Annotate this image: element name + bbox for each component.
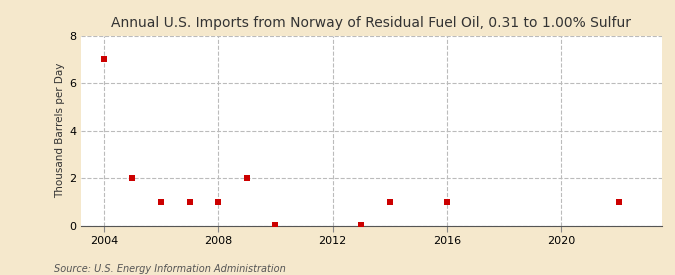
Point <box>356 222 367 227</box>
Point <box>270 222 281 227</box>
Y-axis label: Thousand Barrels per Day: Thousand Barrels per Day <box>55 63 65 198</box>
Point <box>242 176 252 180</box>
Point <box>156 200 167 204</box>
Point <box>385 200 396 204</box>
Point <box>99 57 109 62</box>
Point <box>613 200 624 204</box>
Point <box>441 200 452 204</box>
Title: Annual U.S. Imports from Norway of Residual Fuel Oil, 0.31 to 1.00% Sulfur: Annual U.S. Imports from Norway of Resid… <box>111 16 631 31</box>
Point <box>213 200 223 204</box>
Point <box>127 176 138 180</box>
Text: Source: U.S. Energy Information Administration: Source: U.S. Energy Information Administ… <box>54 264 286 274</box>
Point <box>184 200 195 204</box>
